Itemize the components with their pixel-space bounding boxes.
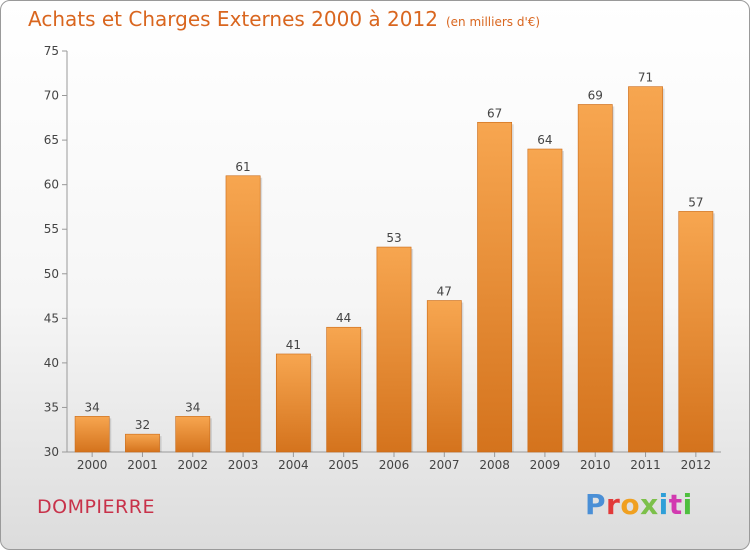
value-label-2012: 57 [688,195,703,209]
x-tick-label-2002: 2002 [177,458,208,472]
logo-letter: r [606,488,621,521]
logo-letter: i [682,488,693,521]
bar-2001[interactable] [125,433,160,453]
logo-letter: x [640,488,659,521]
proxiti-logo[interactable]: Proxiti [585,488,693,521]
value-label-2000: 34 [85,400,100,414]
chart-title-text: Achats et Charges Externes 2000 à 2012 [28,7,438,31]
x-tick-label-2000: 2000 [77,458,108,472]
x-tick-label-2012: 2012 [681,458,712,472]
x-tick-label-2010: 2010 [580,458,611,472]
y-tick-label: 75 [44,44,59,58]
bar-2002[interactable] [175,416,211,453]
value-label-2006: 53 [386,231,401,245]
x-tick-label-2004: 2004 [278,458,309,472]
bar-2012[interactable] [678,211,714,453]
x-tick-label-2005: 2005 [328,458,359,472]
y-tick-label: 60 [44,178,59,192]
x-tick-label-2011: 2011 [630,458,661,472]
y-tick-label: 70 [44,89,59,103]
bar-2004[interactable] [275,353,311,453]
y-axis: 30 35 40 45 50 55 60 65 70 75 [44,44,68,459]
x-tick-label-2001: 2001 [127,458,158,472]
value-label-2005: 44 [336,311,351,325]
bars: 34 32 34 61 41 44 53 47 67 64 69 71 57 [74,71,715,453]
city-name: DOMPIERRE [37,496,155,518]
logo-letter: t [668,488,683,521]
y-tick-label: 35 [44,400,59,414]
bar-2008[interactable] [477,121,513,453]
value-label-2001: 32 [135,418,150,432]
chart-subtitle: (en milliers d'€) [445,15,541,29]
bar-2006[interactable] [376,246,412,453]
logo-letter: P [585,488,607,521]
x-tick-label-2007: 2007 [429,458,460,472]
bar-2011[interactable] [628,86,663,453]
x-tick-label-2008: 2008 [479,458,510,472]
logo-letter: o [620,488,641,521]
y-tick-label: 50 [44,267,59,281]
y-tick-label: 55 [44,222,59,236]
y-tick-label: 30 [44,445,59,459]
bar-2007[interactable] [426,300,462,453]
bar-2009[interactable] [527,148,563,453]
value-label-2010: 69 [588,88,603,102]
logo-letter: i [658,488,669,521]
x-tick-label-2003: 2003 [228,458,259,472]
value-label-2008: 67 [487,106,502,120]
y-tick-label: 40 [44,356,59,370]
value-label-2007: 47 [437,285,452,299]
value-label-2004: 41 [286,338,301,352]
x-tick-label-2009: 2009 [530,458,561,472]
value-label-2009: 64 [537,133,552,147]
bar-2000[interactable] [74,416,110,453]
chart-title: Achats et Charges Externes 2000 à 2012 (e… [28,7,540,31]
y-tick-label: 45 [44,311,59,325]
bar-2003[interactable] [225,175,261,453]
value-label-2003: 61 [235,160,250,174]
value-label-2002: 34 [185,400,200,414]
value-label-2011: 71 [638,71,653,85]
bar-2005[interactable] [326,326,362,453]
bar-2010[interactable] [577,104,613,453]
x-axis: 2000 2001 2002 2003 2004 2005 2006 2007 2008 2009… [67,451,721,472]
x-tick-label-2006: 2006 [379,458,410,472]
y-tick-label: 65 [44,133,59,147]
